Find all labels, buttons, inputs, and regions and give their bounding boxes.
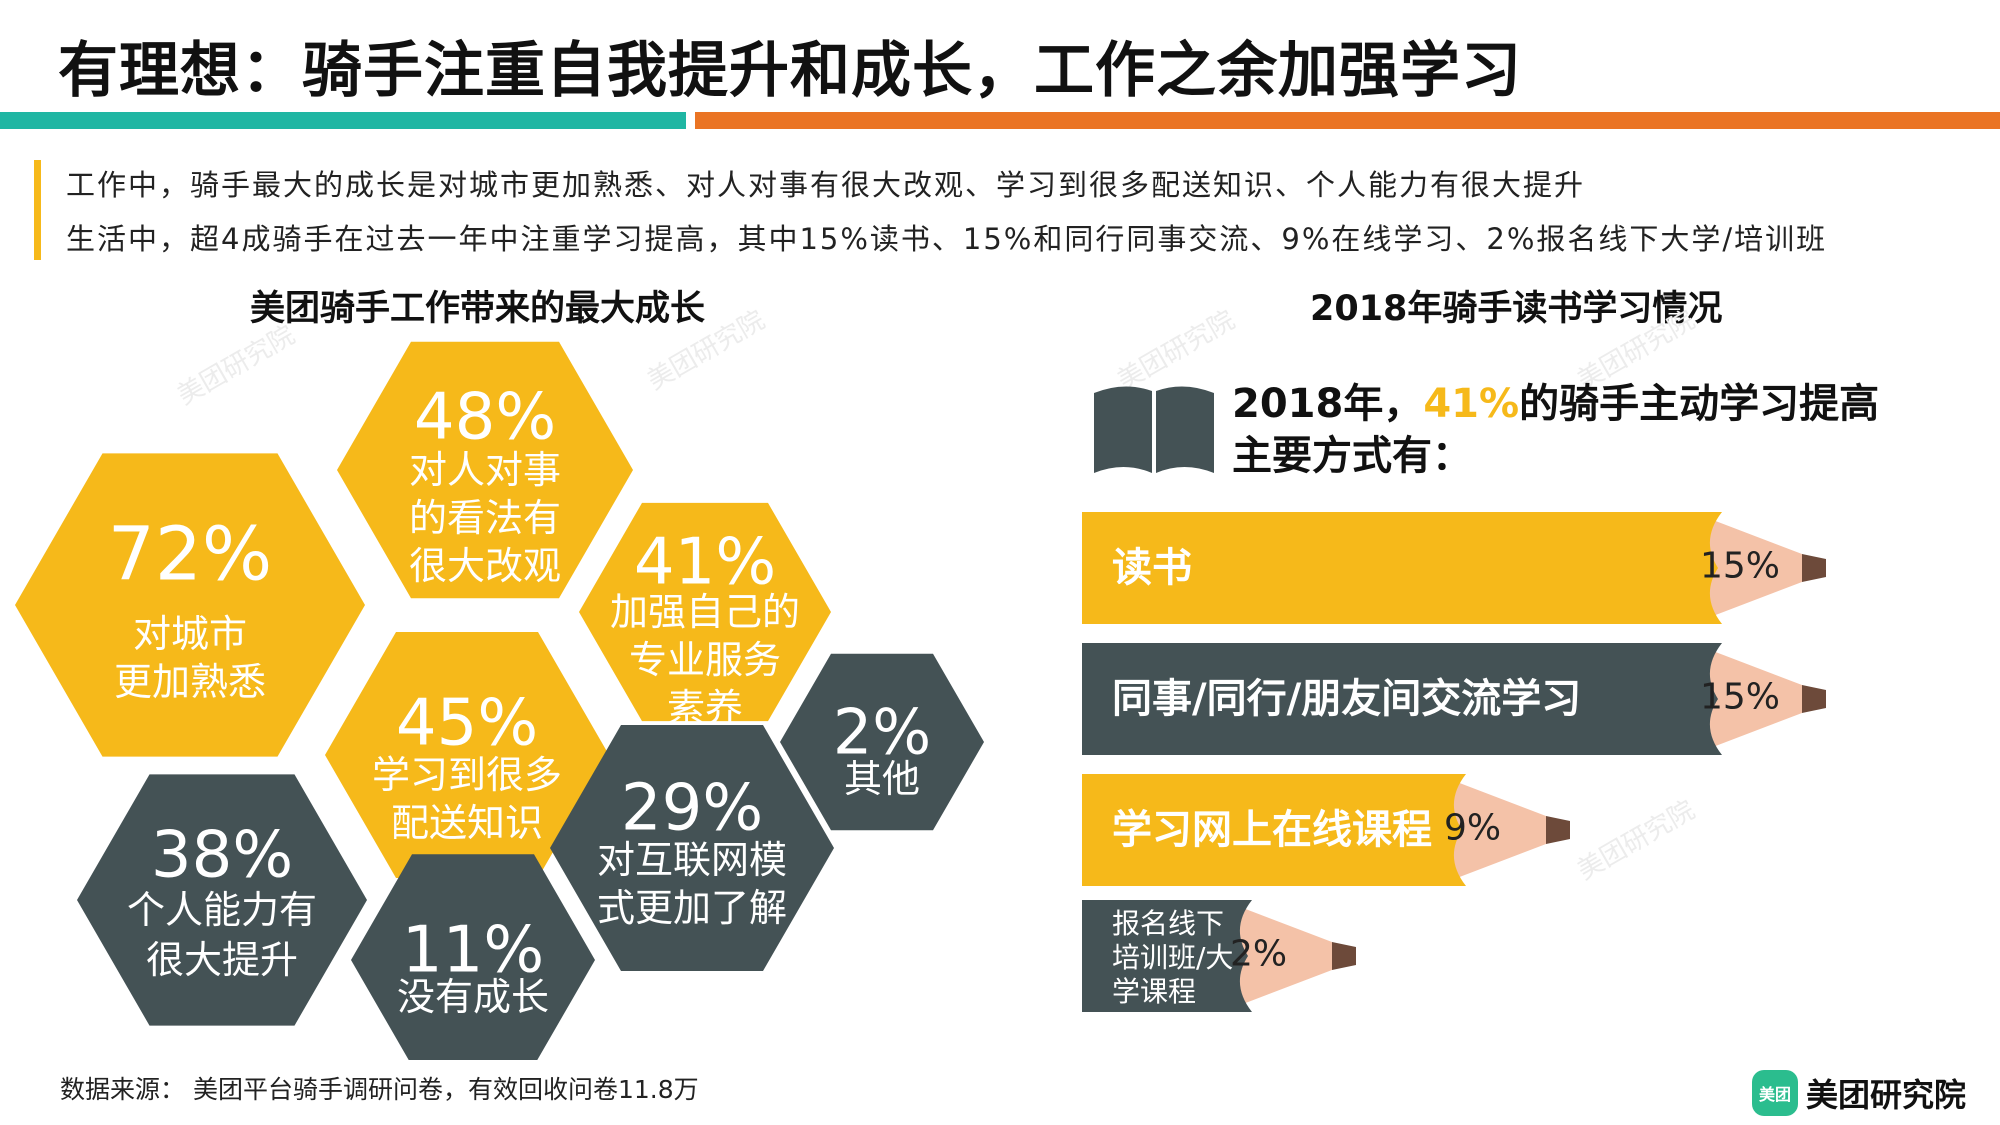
pencil-value-label: 2% (1230, 934, 1287, 975)
hexagon-label: 专业服务 (629, 638, 781, 682)
hexagon-label: 素养 (667, 686, 743, 730)
hexagon-percent: 45% (396, 686, 538, 760)
meituan-research-logo: 美团 美团研究院 (1752, 1070, 1966, 1116)
pencil-tip (1222, 900, 1332, 1012)
pencil-category-label: 培训班/大 (1112, 941, 1233, 974)
pencil-tip (1692, 643, 1802, 755)
hexagon-label: 对互联网模 (597, 838, 787, 882)
hexagon-shape (77, 774, 367, 1026)
hexagon-percent: 29% (621, 771, 763, 845)
pencil-tip (1692, 512, 1802, 624)
pencil-lead (1802, 685, 1826, 713)
hexagon-item: 11%没有成长 (351, 854, 595, 1060)
learning-headline-line2: 主要方式有： (1232, 433, 1472, 479)
left-chart-title: 美团骑手工作带来的最大成长 (250, 289, 706, 329)
pencil-body (1082, 643, 1722, 755)
intro-line-life: 生活中，超4成骑手在过去一年中注重学习提高，其中15%读书、15%和同行同事交流… (66, 222, 1828, 256)
hexagon-label: 加强自己的 (610, 590, 800, 634)
hexagon-shape (780, 653, 984, 831)
learning-headline-line1: 2018年，41%的骑手主动学习提高 (1232, 378, 1879, 430)
intro-accent-bar (34, 160, 41, 260)
logo-text: 美团研究院 (1806, 1076, 1967, 1114)
data-source-note: 数据来源： 美团平台骑手调研问卷，有效回收问卷11.8万 (60, 1075, 699, 1104)
headline-prefix: 2018年， (1232, 381, 1424, 427)
pencil-tip (1436, 774, 1546, 886)
hexagon-label: 其他 (844, 757, 920, 801)
hexagon-label: 的看法有 (409, 496, 561, 540)
hexagon-item: 45%学习到很多配送知识 (325, 632, 609, 878)
hexagon-label: 更加熟悉 (114, 660, 266, 704)
hexagon-label: 对城市 (133, 612, 247, 656)
hexagon-percent: 41% (634, 525, 776, 599)
hexagon-label: 个人能力有 (127, 888, 317, 932)
pencil-bar: 读书 15% (1082, 512, 1826, 624)
hexagon-item: 2%其他 (780, 653, 984, 831)
hexagon-shape (325, 632, 609, 878)
pencil-lead (1546, 816, 1570, 844)
right-chart-title: 2018年骑手读书学习情况 (1310, 289, 1723, 329)
hexagon-percent: 38% (151, 818, 293, 892)
pencil-category-label: 报名线下 (1112, 907, 1224, 940)
hexagon-shape (351, 854, 595, 1060)
title-underline-orange (695, 112, 2000, 129)
headline-highlight-percent: 41% (1423, 381, 1520, 427)
hexagon-percent: 11% (402, 913, 544, 987)
logo-badge-icon: 美团 (1752, 1070, 1798, 1116)
hexagon-label: 学习到很多 (372, 753, 562, 797)
hexagon-label: 配送知识 (391, 801, 543, 845)
hexagon-item: 72% 对城市更加熟悉 (15, 453, 365, 757)
pencil-body (1082, 512, 1722, 624)
learning-headline: 2018年，41%的骑手主动学习提高 主要方式有： (1232, 378, 1879, 482)
headline-suffix: 的骑手主动学习提高 (1519, 381, 1880, 427)
pencil-lead (1332, 942, 1356, 970)
hexagon-label: 没有成长 (397, 975, 549, 1019)
hexagon-shape (15, 453, 365, 757)
pencil-body (1082, 774, 1466, 886)
hexagon-item: 38%个人能力有很大提升 (77, 774, 367, 1026)
hexagon-label: 很大改观 (409, 544, 561, 588)
learning-pencil-bar-chart: 读书 15% 同事/同行/朋友间交流学习 15% 学习网上在线课程 9% 报名线下培训班/大… (1082, 512, 1826, 1012)
pencil-body (1082, 900, 1252, 1012)
title-underline-teal (0, 112, 686, 129)
hexagon-shape (550, 725, 834, 971)
pencil-bar: 同事/同行/朋友间交流学习 15% (1082, 643, 1826, 755)
pencil-bar: 学习网上在线课程 9% (1082, 774, 1570, 886)
page-title: 有理想：骑手注重自我提升和成长，工作之余加强学习 (58, 36, 1522, 106)
pencil-value-label: 15% (1700, 677, 1780, 718)
pencil-category-label: 读书 (1112, 545, 1192, 591)
open-book-icon (1094, 386, 1214, 473)
pencil-lead (1802, 554, 1826, 582)
hexagon-shape (337, 341, 633, 599)
pencil-category-label: 同事/同行/朋友间交流学习 (1112, 676, 1581, 722)
pencil-category-label: 学习网上在线课程 (1112, 807, 1432, 853)
hexagon-shape (579, 502, 831, 722)
hexagon-percent: 48% (414, 380, 556, 454)
pencil-value-label: 9% (1444, 808, 1501, 849)
growth-hexagon-chart: 72%对城市更加熟悉48%对人对事的看法有很大改观45%学习到很多配送知识41%… (15, 341, 984, 1060)
hexagon-percent: 2% (833, 695, 931, 768)
hexagon-label: 对人对事 (409, 448, 561, 492)
intro-line-work: 工作中，骑手最大的成长是对城市更加熟悉、对人对事有很大改观、学习到很多配送知识、… (66, 168, 1586, 202)
pencil-value-label: 15% (1700, 546, 1780, 587)
hexagon-label: 式更加了解 (597, 886, 787, 930)
pencil-category-label: 学课程 (1112, 975, 1196, 1008)
hexagon-label: 很大提升 (146, 938, 298, 982)
hexagon-percent: 72% (108, 511, 272, 597)
